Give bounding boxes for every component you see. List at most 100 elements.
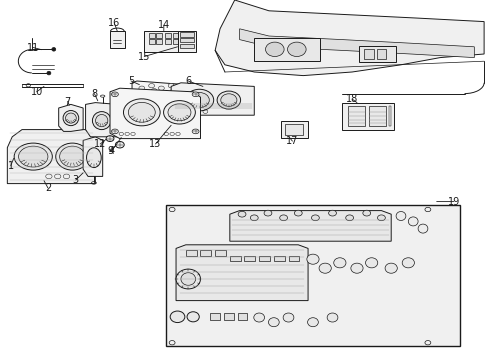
Ellipse shape [187,84,193,88]
Ellipse shape [328,210,336,216]
Ellipse shape [111,92,118,97]
Ellipse shape [306,254,319,264]
Ellipse shape [319,263,331,273]
Ellipse shape [192,129,199,134]
Bar [288,256,299,261]
Ellipse shape [265,42,284,57]
Ellipse shape [65,113,76,123]
Ellipse shape [283,313,293,322]
Bar [166,205,459,346]
Bar [165,39,170,44]
Ellipse shape [192,92,199,97]
Ellipse shape [365,258,377,268]
Ellipse shape [168,104,190,121]
Polygon shape [229,211,390,241]
Bar [185,250,196,256]
Bar [347,106,365,126]
Polygon shape [7,130,95,184]
Ellipse shape [158,86,164,90]
Ellipse shape [238,211,245,217]
Ellipse shape [96,114,108,127]
Ellipse shape [190,89,196,93]
Polygon shape [176,245,307,301]
Ellipse shape [417,224,427,233]
Ellipse shape [385,263,397,273]
Bar [376,49,386,59]
Text: 11: 11 [27,42,40,53]
Text: 1: 1 [8,161,14,171]
Bar [281,121,307,138]
Ellipse shape [148,84,154,88]
Bar [388,106,390,126]
Ellipse shape [176,269,200,289]
Text: 3: 3 [73,175,79,185]
Text: 2: 2 [45,183,51,193]
Bar [368,106,386,126]
Bar [259,256,269,261]
Ellipse shape [52,48,56,51]
Text: 9: 9 [107,146,113,156]
Ellipse shape [362,210,370,216]
Ellipse shape [170,89,176,93]
Ellipse shape [294,210,302,216]
Polygon shape [239,29,473,58]
Bar [180,32,193,37]
Ellipse shape [19,146,48,167]
Ellipse shape [168,84,174,88]
Ellipse shape [250,215,258,221]
Ellipse shape [345,215,353,221]
Ellipse shape [307,318,318,327]
Ellipse shape [161,91,166,96]
Ellipse shape [106,136,114,141]
Ellipse shape [139,86,144,90]
Text: 6: 6 [185,76,191,86]
Ellipse shape [189,93,209,108]
Ellipse shape [407,217,417,226]
Ellipse shape [128,103,155,122]
Ellipse shape [185,89,213,111]
Bar [172,33,178,38]
Ellipse shape [92,112,111,130]
Polygon shape [215,0,483,76]
Ellipse shape [287,42,305,57]
Text: 15: 15 [138,51,150,62]
Bar [156,39,162,44]
Ellipse shape [217,91,240,109]
Text: 5: 5 [128,76,134,86]
Bar [244,256,255,261]
Ellipse shape [151,89,157,93]
Ellipse shape [268,318,279,327]
Ellipse shape [253,313,264,322]
Ellipse shape [180,91,186,96]
Bar [177,31,196,52]
Ellipse shape [60,146,85,167]
Ellipse shape [377,215,385,221]
Polygon shape [59,104,83,131]
Bar [273,256,284,261]
Ellipse shape [181,273,195,285]
Ellipse shape [178,86,183,90]
Text: 12: 12 [94,139,106,149]
Polygon shape [110,88,200,139]
Ellipse shape [111,129,118,134]
Bar [342,103,393,130]
Ellipse shape [14,143,52,170]
Text: 4: 4 [108,146,114,156]
Bar [172,39,178,44]
Bar [224,313,233,320]
Ellipse shape [56,143,89,170]
Ellipse shape [47,71,51,75]
Bar [200,250,211,256]
Bar [215,250,225,256]
Text: 17: 17 [285,136,298,146]
Text: 16: 16 [108,18,121,28]
Ellipse shape [170,311,184,323]
Bar [284,124,303,135]
Polygon shape [132,81,210,103]
Ellipse shape [311,215,319,221]
Ellipse shape [86,148,101,168]
Ellipse shape [350,263,362,273]
Ellipse shape [123,99,160,126]
Text: 8: 8 [91,89,97,99]
Ellipse shape [141,91,147,96]
